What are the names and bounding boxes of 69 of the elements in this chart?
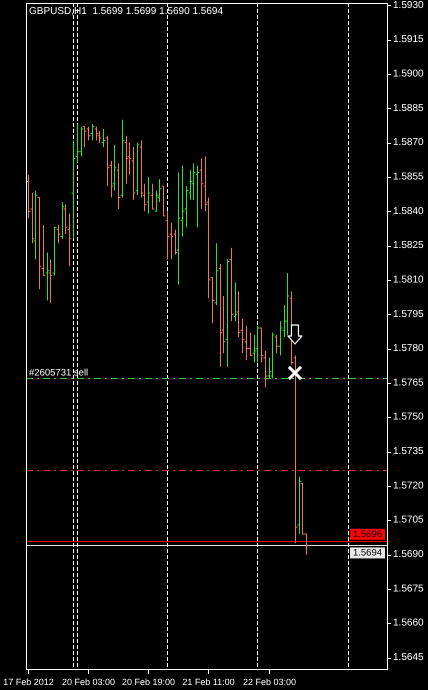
candlestick — [176, 172, 181, 286]
candlestick — [150, 183, 155, 210]
y-tick-label: 1.5840 — [393, 206, 424, 217]
ref-line-label: #2605731 sell — [29, 367, 88, 378]
y-tick-label: 1.5675 — [393, 583, 424, 594]
y-tick-label: 1.5705 — [393, 514, 424, 526]
y-tick-label: 1.5660 — [393, 618, 424, 629]
y-tick-label: 1.5645 — [393, 652, 424, 664]
candlestick — [79, 126, 84, 157]
candlestick — [146, 176, 151, 214]
y-tick-label: 1.5870 — [393, 137, 424, 148]
candlestick — [214, 242, 219, 306]
candlestick — [195, 164, 200, 228]
candlestick — [90, 124, 95, 141]
y-tick-label: 1.5750 — [393, 412, 424, 423]
x-tick-label: 20 Feb 19:00 — [122, 677, 176, 687]
candlestick — [297, 476, 302, 534]
candlestick — [229, 247, 234, 322]
candlestick — [101, 128, 106, 148]
candlestick — [236, 290, 241, 338]
chart-title: GBPUSD,H1 1.5699 1.5699 1.5690 1.5694 — [29, 6, 224, 17]
y-tick-label: 1.5930 — [393, 0, 424, 11]
x-tick-label: 20 Feb 03:00 — [62, 677, 116, 687]
candlestick — [218, 263, 223, 368]
candlestick — [173, 229, 178, 256]
y-tick-label: 1.5780 — [393, 343, 424, 354]
candlestick — [45, 252, 50, 302]
candlestick — [154, 190, 159, 212]
candlestick — [124, 135, 129, 184]
candlestick — [248, 332, 253, 356]
y-tick-label: 1.5765 — [393, 377, 424, 388]
y-tick-label: 1.5720 — [393, 480, 424, 492]
x-tick-label: 17 Feb 2012 — [3, 677, 54, 687]
candlestick — [131, 146, 136, 200]
x-tick-label: 22 Feb 03:00 — [242, 677, 296, 687]
y-tick-label: 1.5885 — [393, 102, 424, 114]
candlestick — [285, 272, 290, 336]
candlestick — [255, 325, 260, 363]
candlestick — [274, 334, 279, 354]
candlestick — [135, 142, 140, 196]
ref-line-label: 1.5696 — [352, 528, 382, 540]
candlestick — [225, 258, 230, 368]
y-tick-label: 1.5810 — [393, 274, 424, 286]
candlestick — [56, 224, 61, 244]
y-tick-label: 1.5915 — [393, 34, 424, 46]
candlestick — [199, 158, 204, 210]
candlestick — [105, 135, 110, 187]
candlestick — [97, 130, 102, 144]
candlestick — [112, 144, 117, 192]
candlestick — [37, 197, 42, 290]
candlestick — [60, 202, 65, 240]
candlestick — [169, 222, 174, 260]
candlestick — [191, 162, 196, 200]
y-tick-label: 1.5825 — [393, 240, 424, 252]
candlestick — [48, 258, 53, 304]
candlestick — [278, 320, 283, 356]
y-tick-label: 1.5900 — [393, 68, 424, 80]
candlestick — [86, 126, 91, 141]
y-tick-label: 1.5795 — [393, 308, 424, 320]
y-tick-label: 1.5735 — [393, 446, 424, 458]
candlestick — [116, 162, 121, 210]
candlestick — [233, 282, 238, 322]
y-tick-label: 1.5690 — [393, 549, 424, 560]
candlestick — [120, 119, 125, 198]
ref-line-label: 1.5694 — [352, 547, 382, 558]
candlestick — [94, 126, 99, 141]
y-tick-label: 1.5855 — [393, 171, 424, 182]
x-tick-label: 21 Feb 11:00 — [182, 677, 235, 687]
candlestick — [82, 126, 87, 148]
